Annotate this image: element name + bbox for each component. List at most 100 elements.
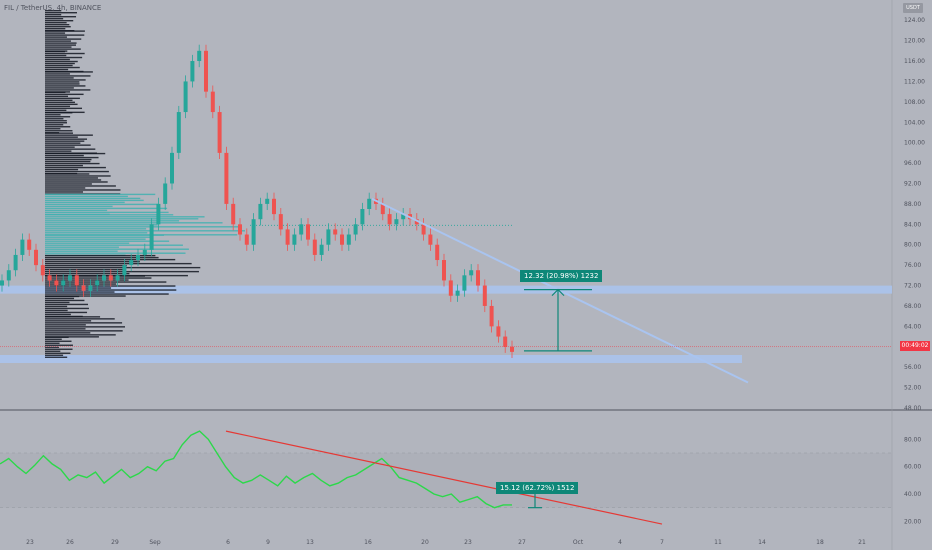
candle-body [340,234,344,245]
candle [299,218,304,241]
volume-profile-row [45,105,71,108]
candle [47,269,52,287]
exchange-logo: USDT [903,3,923,13]
current-price-tag: 00:49:02 [900,341,930,351]
volume-profile-row [45,160,91,163]
volume-profile-row [45,209,108,212]
candle [27,233,32,256]
candle [81,279,86,297]
volume-profile-row [45,42,77,44]
candle-body [476,270,480,286]
volume-profile-row [45,73,70,75]
volume-profile-row [45,107,83,110]
volume-profile-row [45,128,61,130]
volume-profile-row [45,356,68,358]
volume-profile-row [45,158,92,161]
candle-body [353,224,358,235]
volume-profile-bar [45,132,97,154]
volume-profile-row [45,279,129,281]
price-tick-label: 124.00 [904,17,925,24]
time-tick-label: 16 [364,539,372,546]
volume-profile-row [45,34,85,36]
time-tick-label: 26 [66,539,74,546]
volume-profile-row [45,328,86,330]
volume-profile-row [45,46,72,48]
candle-body [380,203,385,215]
candle-body [81,285,86,291]
volume-profile-row [45,309,68,312]
volume-profile-row [45,71,93,73]
volume-profile-row [45,303,89,306]
candle [278,207,283,236]
volume-profile-row [45,291,115,293]
candle [489,299,494,333]
price-tick-label: 72.00 [904,283,921,290]
candle-body [210,91,215,113]
volume-profile-row [45,297,75,300]
volume-profile-row [45,348,73,350]
candle [13,248,18,277]
volume-profile-row [45,83,80,85]
price-tick-label: 56.00 [904,364,921,371]
candle-body [20,239,25,255]
volume-profile-row [45,52,85,55]
candle [183,75,188,119]
candle [136,248,140,267]
volume-profile-row [45,214,174,216]
volume-profile-row [45,148,96,150]
time-tick-label: 27 [518,539,526,546]
time-tick-label: 6 [226,539,230,546]
volume-profile-row [45,30,85,32]
candle [34,243,38,272]
volume-profile-row [45,156,99,159]
volume-profile-row [45,256,159,259]
volume-profile-row [45,320,92,322]
candle-body [272,198,276,215]
candle-body [306,224,310,240]
candle [129,253,134,272]
candle [442,253,446,287]
candle-body [285,229,290,245]
candle [6,264,11,287]
volume-profile-row [45,350,61,352]
rsi-trendline [225,430,663,525]
volume-profile-row [45,58,70,61]
candle [319,238,324,262]
volume-profile-row [45,164,83,167]
candle-body [244,234,249,245]
volume-profile-row [45,342,60,344]
candle-body [292,234,297,245]
candle-body [469,270,474,276]
volume-profile-row [45,230,245,232]
volume-profile-row [45,307,89,310]
volume-profile-row [45,318,115,320]
volume-profile-row [45,195,128,198]
candle [170,146,174,190]
volume-profile-row [45,130,73,132]
candle-body [442,260,446,281]
volume-profile-row [45,258,176,261]
candle [74,269,79,292]
candle-body [34,249,38,266]
candle [68,269,72,287]
rsi-tick-label: 60.00 [904,464,921,471]
volume-profile-row [45,26,71,28]
volume-profile-row [45,205,113,208]
volume-profile-bar [45,50,85,73]
candle-body [503,336,508,347]
time-tick-label: 29 [111,539,119,546]
candle-body [0,280,4,286]
candle [367,192,372,216]
volume-profile-row [45,289,177,291]
candle-body [394,219,399,225]
volume-profile-row [45,122,67,124]
candle [326,223,331,251]
volume-profile-row [45,97,80,100]
volume-profile-row [45,242,130,244]
volume-profile-row [45,246,119,248]
candle [360,202,365,231]
volume-profile-row [45,81,80,83]
time-tick-label: 4 [618,539,622,546]
candle [394,213,399,231]
